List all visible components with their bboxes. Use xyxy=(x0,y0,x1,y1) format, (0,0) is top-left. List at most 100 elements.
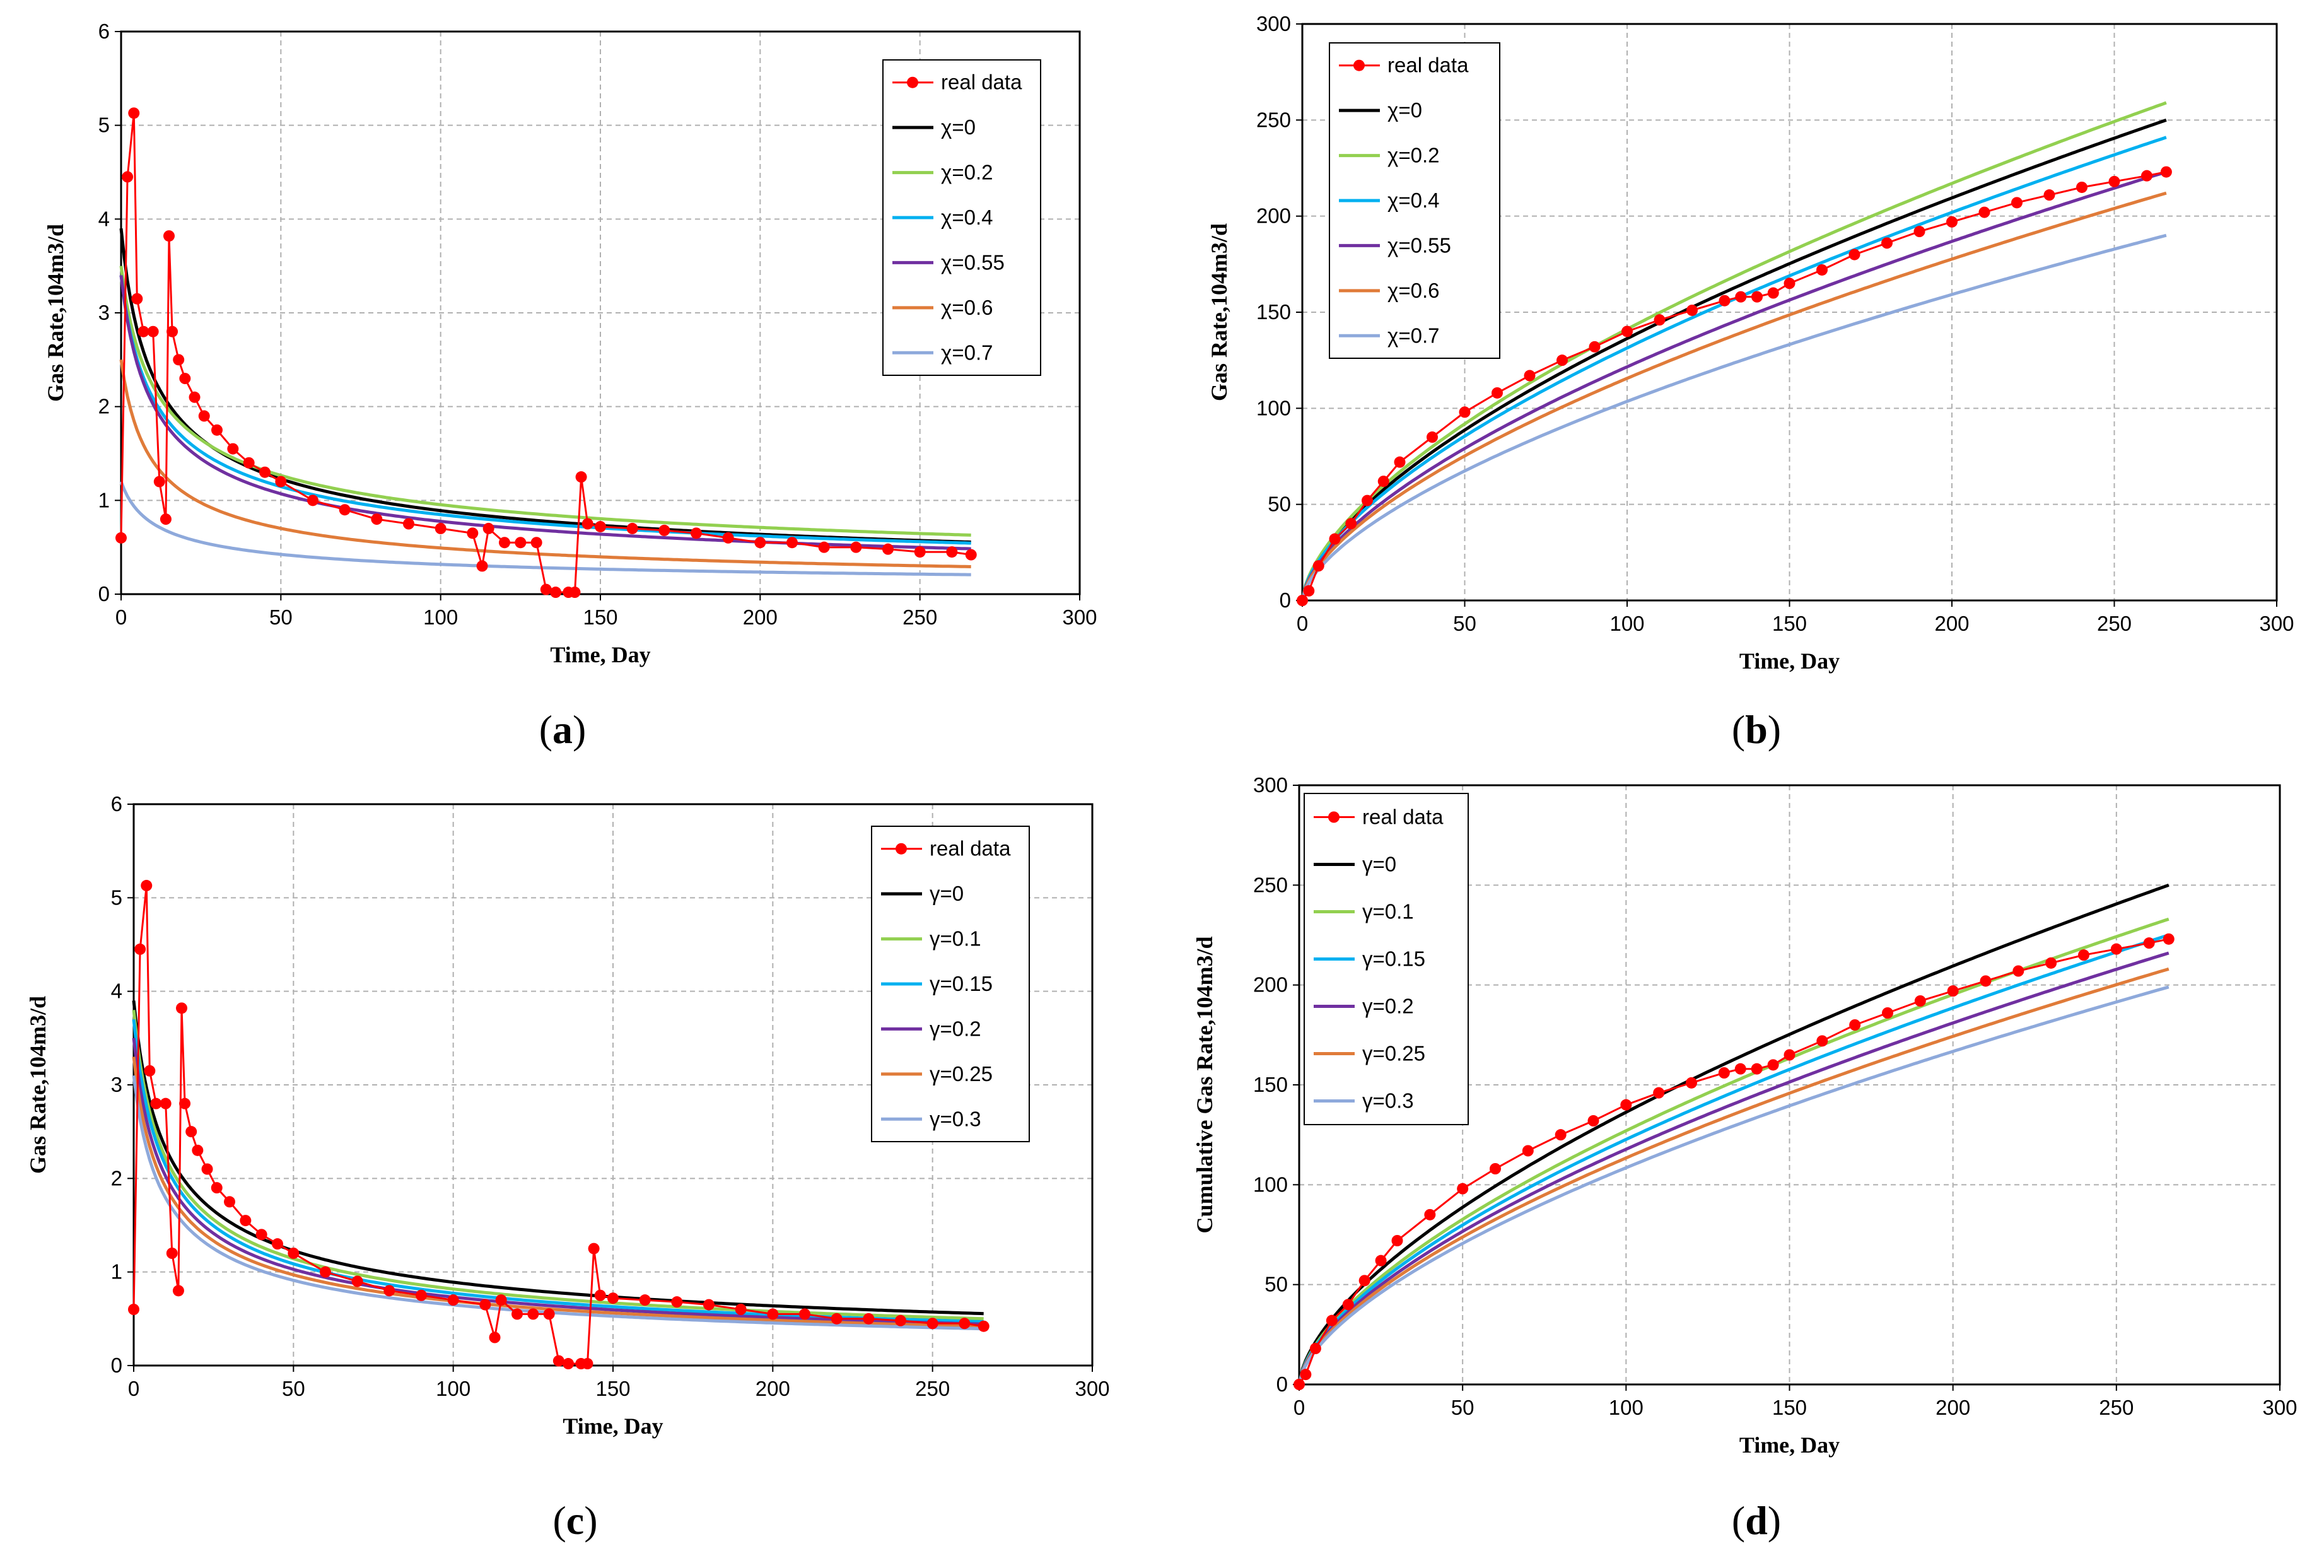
real-data-point xyxy=(1913,226,1925,238)
real-data-point xyxy=(371,513,383,525)
real-data-point xyxy=(224,1196,235,1208)
real-data-point xyxy=(1427,431,1438,443)
x-tick-label: 300 xyxy=(1062,606,1097,629)
real-data-point xyxy=(511,1308,523,1320)
legend-label-real-data: real data xyxy=(941,71,1022,94)
real-data-point xyxy=(2143,937,2155,949)
real-data-point xyxy=(489,1331,501,1343)
y-tick-label: 0 xyxy=(1280,588,1291,612)
real-data-point xyxy=(351,1275,363,1287)
y-tick-label: 250 xyxy=(1253,873,1288,896)
y-tick-label: 50 xyxy=(1264,1273,1288,1296)
x-tick-label: 0 xyxy=(128,1377,139,1400)
real-data-point xyxy=(1297,595,1308,606)
real-data-point xyxy=(1654,314,1666,326)
legend: real data χ=0 χ=0.2 χ=0.4 χ=0.55 χ=0.6 χ=0.7 xyxy=(882,59,1041,376)
x-tick-label: 300 xyxy=(2259,612,2294,635)
real-data-point xyxy=(1849,1019,1861,1031)
panel-d: 0 50 100 150 200 250 300 0 50 100 150 200 250 300 Time… xyxy=(1192,773,2298,1458)
y-tick-label: 200 xyxy=(1256,204,1291,228)
real-data-point xyxy=(1587,1115,1599,1126)
real-data-point xyxy=(467,527,479,539)
real-data-point xyxy=(403,518,414,530)
real-data-point xyxy=(307,494,318,506)
real-data-point xyxy=(1490,1163,1501,1174)
real-data-point xyxy=(581,1358,593,1370)
real-data-point xyxy=(1719,295,1731,307)
series-line-γ=0.1 xyxy=(132,1010,984,1321)
legend-label: χ=0.4 xyxy=(1387,189,1439,212)
y-axis-label: Gas Rate,104m3/d xyxy=(25,996,50,1174)
real-data-point xyxy=(722,532,734,544)
real-data-point xyxy=(185,1126,197,1138)
real-data-point xyxy=(1492,387,1503,399)
x-tick-label: 300 xyxy=(2262,1396,2297,1419)
y-tick-label: 1 xyxy=(98,488,110,512)
real-data-point xyxy=(153,476,165,488)
legend-marker-real-data xyxy=(1353,59,1365,71)
legend-label-real-data: real data xyxy=(1387,54,1469,77)
series-line-γ=0 xyxy=(132,1000,984,1316)
x-tick-label: 250 xyxy=(902,606,937,629)
y-axis-label: Gas Rate,104m3/d xyxy=(1206,223,1232,401)
x-tick-label: 150 xyxy=(1772,612,1807,635)
x-tick-label: 200 xyxy=(1936,1396,1970,1419)
real-data-point xyxy=(179,1097,191,1109)
real-data-point xyxy=(2076,181,2088,193)
y-axis-label: Gas Rate,104m3/d xyxy=(43,224,68,402)
real-data-point xyxy=(1947,985,1959,997)
real-data-point xyxy=(552,1355,564,1367)
y-tick-label: 4 xyxy=(98,207,110,230)
real-data-point xyxy=(2011,197,2023,209)
series-line-γ=0.15 xyxy=(132,1019,984,1323)
real-data-point xyxy=(1358,1275,1370,1287)
real-data-point xyxy=(479,1299,491,1311)
real-data-point xyxy=(863,1313,875,1325)
series-line-γ=0.2 xyxy=(1297,951,2169,1385)
legend-label: γ=0.25 xyxy=(930,1062,993,1085)
panel-c: 0 50 100 150 200 250 300 0 1 2 3 4 5 6 Time, Day Gas Ra… xyxy=(25,792,1110,1439)
y-tick-label: 150 xyxy=(1256,300,1291,324)
y-tick-label: 2 xyxy=(111,1166,122,1190)
real-data-point xyxy=(259,466,271,478)
real-data-point xyxy=(1329,533,1341,545)
legend-label: γ=0.2 xyxy=(1362,995,1414,1018)
real-data-point xyxy=(172,1285,184,1297)
real-data-point xyxy=(2043,189,2055,201)
real-data-point xyxy=(1303,585,1315,597)
real-data-point xyxy=(754,537,766,549)
legend-label: γ=0.1 xyxy=(1362,900,1414,923)
legend-marker-real-data xyxy=(896,843,907,855)
real-data-point xyxy=(2110,943,2122,955)
x-tick-label: 0 xyxy=(1293,1396,1305,1419)
legend-label: γ=0.3 xyxy=(1362,1089,1414,1113)
real-data-point xyxy=(272,1238,283,1250)
real-data-point xyxy=(383,1285,395,1297)
y-tick-label: 100 xyxy=(1256,396,1291,419)
real-data-point xyxy=(2108,175,2120,187)
y-axis-label: Cumulative Gas Rate,104m3/d xyxy=(1192,937,1217,1234)
real-data-point xyxy=(1653,1087,1665,1099)
real-data-point xyxy=(594,1289,606,1301)
real-data-point xyxy=(639,1294,651,1306)
real-data-point xyxy=(416,1289,427,1301)
y-tick-label: 1 xyxy=(111,1260,122,1284)
legend-label: γ=0.15 xyxy=(930,972,993,995)
real-data-point xyxy=(1767,1059,1779,1071)
real-data-point xyxy=(198,410,210,422)
y-tick-label: 3 xyxy=(111,1073,122,1096)
legend-label: γ=0 xyxy=(1362,853,1396,876)
real-data-point xyxy=(703,1299,715,1311)
real-data-point xyxy=(320,1266,331,1278)
x-tick-label: 150 xyxy=(583,606,617,629)
x-axis-label: Time, Day xyxy=(1739,648,1840,674)
real-data-point xyxy=(691,527,702,539)
real-data-point xyxy=(122,171,134,183)
x-tick-label: 100 xyxy=(1609,1396,1644,1419)
series-line-γ=0.25 xyxy=(132,1056,984,1328)
legend-label: γ=0.2 xyxy=(930,1017,981,1040)
series-line-χ=0.55 xyxy=(119,275,971,551)
real-data-point xyxy=(482,522,494,534)
x-tick-label: 50 xyxy=(1453,612,1476,635)
real-data-point xyxy=(1326,1314,1338,1326)
